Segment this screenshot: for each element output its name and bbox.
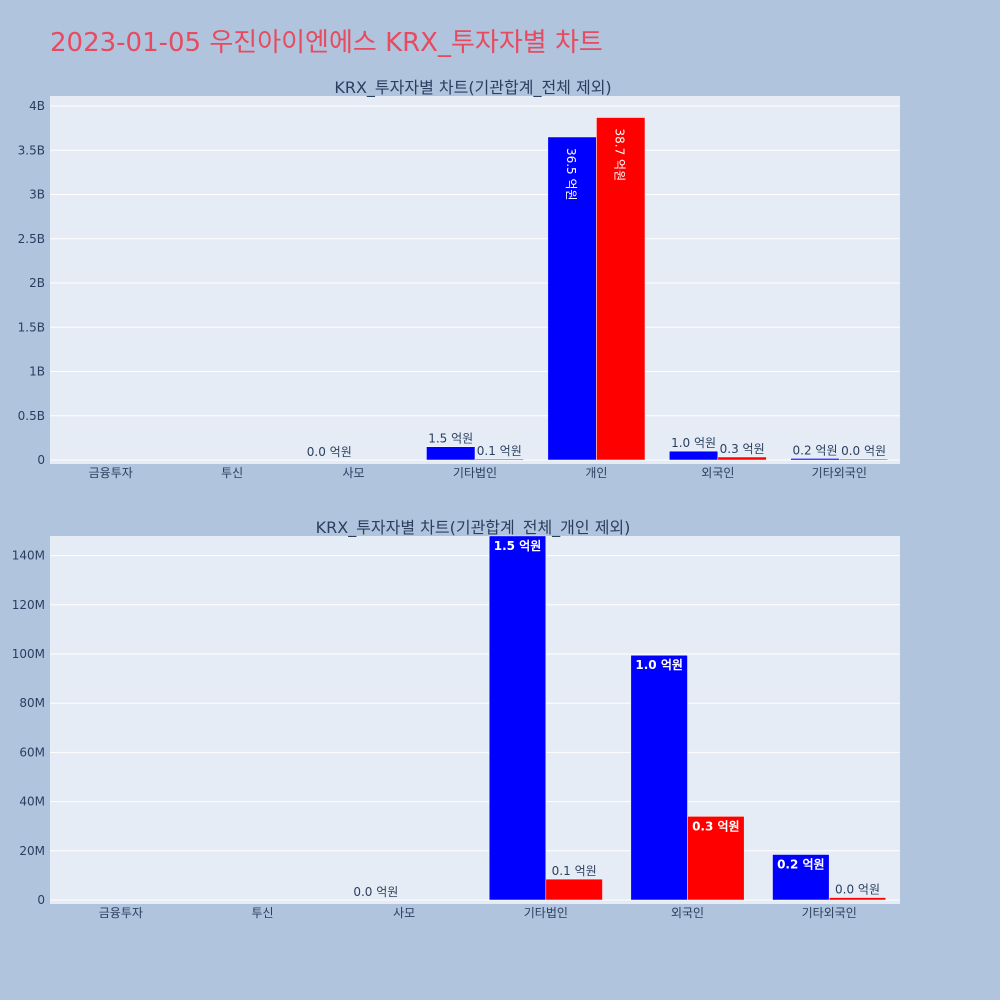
data-label: 0.0 억원 (353, 885, 398, 899)
x-tick-label: 사모 (343, 466, 365, 480)
bar (547, 136, 597, 461)
chart-1: 0 0.5B 1B 1.5B 2B 2.5B 3B 3.5B 4B KRX_투자자별 차트(기관합… (18, 78, 900, 480)
data-label: 1.0 억원 (635, 658, 683, 672)
data-label: 1.0 억원 (671, 436, 716, 450)
y-tick-label: 0.5B (18, 409, 45, 423)
chart-title: KRX_투자자별 차트(기관합계_전체_개인 제외) (316, 518, 631, 538)
data-label: 0.1 억원 (477, 444, 522, 458)
bar (790, 458, 840, 461)
data-label: 1.5 억원 (494, 539, 542, 553)
data-label: 0.2 억원 (793, 443, 838, 457)
x-tick-label: 사모 (393, 906, 415, 920)
x-tick-label: 기타외국인 (802, 906, 857, 920)
plot-area (50, 536, 900, 904)
y-tick-label: 120M (12, 598, 45, 612)
data-label: 0.1 억원 (552, 864, 597, 878)
y-tick-label: 20M (19, 844, 45, 858)
x-tick-label: 외국인 (701, 466, 734, 480)
bar (596, 117, 646, 461)
bar (669, 450, 719, 461)
data-label: 0.2 억원 (777, 857, 825, 871)
y-tick-label: 2B (29, 276, 45, 290)
y-tick-label: 3.5B (18, 143, 45, 157)
plot-area (50, 96, 900, 464)
y-tick-label: 1B (29, 365, 45, 379)
chart-2: 0 20M 40M 60M 80M 100M 120M 140M KRX_투자자별 차트(기관합… (12, 518, 900, 920)
bar (687, 816, 745, 901)
y-tick-label: 140M (12, 549, 45, 563)
bar (488, 535, 547, 901)
bar (630, 654, 688, 901)
x-tick-label: 외국인 (671, 906, 704, 920)
y-tick-label: 2.5B (18, 232, 45, 246)
x-tick-label: 기타외국인 (812, 466, 867, 480)
y-tick-label: 4B (29, 99, 45, 113)
data-label: 1.5 억원 (428, 432, 473, 446)
bar (545, 878, 603, 901)
bar (772, 854, 830, 901)
x-tick-label: 투신 (221, 466, 243, 480)
x-tick-label: 개인 (585, 466, 607, 480)
chart-title: KRX_투자자별 차트(기관합계_전체 제외) (334, 78, 611, 98)
data-label: 0.0 억원 (307, 445, 352, 459)
data-label: 0.0 억원 (841, 444, 886, 458)
bar (717, 456, 767, 461)
y-tick-label: 40M (19, 795, 45, 809)
x-tick-label: 기타법인 (524, 906, 568, 920)
x-tick-label: 금융투자 (89, 466, 133, 480)
bar (839, 458, 889, 461)
y-tick-label: 0 (37, 893, 45, 907)
x-tick-label: 금융투자 (99, 906, 143, 920)
y-tick-label: 100M (12, 647, 45, 661)
data-label: 0.3 억원 (692, 819, 740, 833)
bar (426, 446, 476, 461)
y-tick-label: 3B (29, 188, 45, 202)
data-label: 38.7 억원 (613, 129, 627, 182)
y-tick-label: 0 (37, 453, 45, 467)
data-label: 36.5 억원 (564, 148, 578, 201)
page-title: 2023-01-05 우진아이엔에스 KRX_투자자별 차트 (50, 28, 603, 58)
y-tick-label: 80M (19, 696, 45, 710)
y-tick-label: 60M (19, 745, 45, 759)
data-label: 0.0 억원 (835, 883, 880, 897)
x-tick-label: 투신 (251, 906, 273, 920)
y-tick-label: 1.5B (18, 320, 45, 334)
bar (474, 458, 524, 461)
x-tick-label: 기타법인 (453, 466, 497, 480)
data-label: 0.3 억원 (720, 442, 765, 456)
bar (828, 897, 887, 901)
